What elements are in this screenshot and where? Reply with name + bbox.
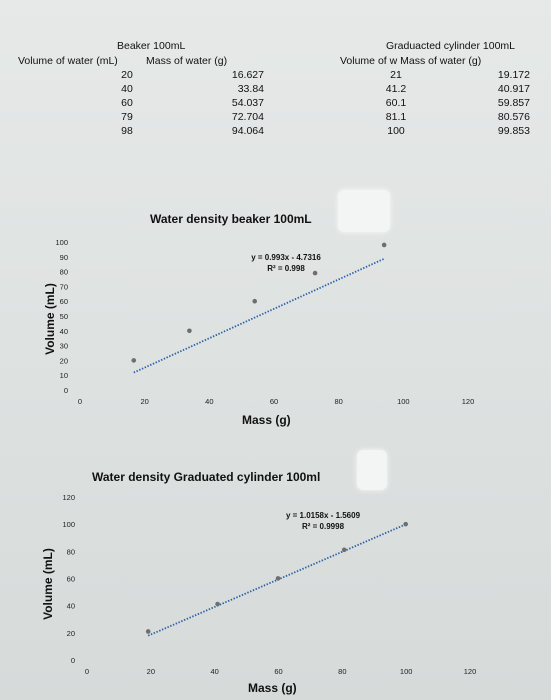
data-point [131, 358, 137, 363]
cylinder-mass-cell: 59.857 [497, 97, 530, 109]
x-tick-label: 60 [274, 667, 282, 676]
y-tick-label: 100 [62, 520, 75, 529]
trendline [133, 257, 385, 374]
x-tick-label: 40 [210, 667, 218, 676]
data-point [403, 521, 408, 527]
data-point [215, 601, 220, 607]
beaker-mass-cell: 33.84 [237, 83, 264, 95]
cylinder-mass-cell: 99.853 [497, 125, 530, 137]
cylinder-mass-cell: 40.917 [497, 83, 530, 95]
y-tick-label: 50 [60, 312, 68, 321]
y-tick-label: 70 [60, 282, 68, 291]
cylinder-volume-cell: 21 [390, 69, 402, 81]
chart1-xlabel: Mass (g) [242, 413, 291, 427]
beaker-volume-cell: 20 [121, 69, 133, 81]
x-tick-label: 60 [270, 397, 278, 406]
chart1-title: Water density beaker 100mL [150, 212, 312, 226]
y-tick-label: 0 [71, 656, 75, 665]
data-point [275, 576, 281, 581]
x-tick-label: 20 [140, 397, 148, 406]
cylinder-header: Volume of w Mass of water (g) [340, 55, 482, 67]
y-tick-label: 60 [67, 575, 75, 584]
cylinder-mass-cell: 80.576 [497, 111, 530, 123]
y-tick-label: 100 [55, 238, 68, 247]
beaker-volume-cell: 60 [121, 97, 133, 109]
x-tick-label: 0 [85, 667, 89, 676]
x-tick-label: 20 [147, 667, 155, 676]
data-point [145, 629, 151, 634]
y-tick-label: 10 [60, 371, 68, 380]
y-tick-label: 120 [62, 493, 75, 502]
data-point [252, 298, 258, 304]
cylinder-volume-cell: 81.1 [385, 111, 407, 123]
beaker-mass-cell: 54.037 [231, 97, 264, 109]
paper-scrap [338, 190, 390, 232]
x-tick-label: 120 [462, 397, 475, 406]
x-tick-label: 0 [78, 397, 82, 406]
x-tick-label: 100 [400, 667, 413, 676]
x-tick-label: 100 [397, 397, 410, 406]
beaker-mass-cell: 16.627 [231, 69, 264, 81]
data-point [341, 547, 347, 553]
beaker-col2-header: Mass of water (g) [146, 55, 228, 67]
chart1-equation: y = 0.993x - 4.7316 [251, 253, 321, 262]
beaker-table: Volume of water (mL) Mass of water (g) 2… [18, 54, 268, 138]
data-point [381, 242, 387, 248]
cylinder-volume-cell: 41.2 [385, 83, 407, 95]
paper-scrap [357, 450, 387, 490]
cylinder-volume-cell: 60.1 [385, 97, 407, 109]
beaker-volume-cell: 98 [121, 125, 133, 137]
beaker-volume-cell: 40 [121, 83, 133, 95]
beaker-table-title: Beaker 100mL [117, 40, 186, 52]
x-tick-label: 40 [205, 397, 213, 406]
y-tick-label: 30 [60, 342, 68, 351]
y-tick-label: 20 [67, 629, 75, 638]
x-tick-label: 80 [334, 397, 342, 406]
data-point [312, 270, 318, 276]
y-tick-label: 60 [60, 297, 68, 306]
beaker-volume-cell: 79 [121, 111, 133, 123]
chart2-xlabel: Mass (g) [248, 681, 297, 695]
y-tick-label: 40 [60, 327, 68, 336]
x-tick-label: 80 [338, 667, 346, 676]
y-tick-label: 80 [60, 268, 68, 277]
y-tick-label: 80 [67, 547, 75, 556]
beaker-mass-cell: 94.064 [231, 125, 264, 137]
y-tick-label: 0 [64, 386, 68, 395]
chart2-r2: R² = 0.9998 [301, 522, 345, 531]
cylinder-mass-cell: 19.172 [497, 69, 530, 81]
y-tick-label: 40 [67, 602, 75, 611]
beaker-mass-cell: 72.704 [231, 111, 264, 123]
cylinder-table-title: Graduacted cylinder 100mL [386, 40, 515, 52]
x-tick-label: 120 [464, 667, 477, 676]
chart1-r2: R² = 0.998 [267, 264, 305, 273]
y-tick-label: 20 [60, 356, 68, 365]
chart2-equation: y = 1.0158x - 1.5609 [285, 511, 361, 520]
cylinder-table: Volume of w Mass of water (g) 21 19.172 4… [340, 54, 540, 138]
beaker-col1-header: Volume of water (mL) [18, 55, 118, 67]
cylinder-volume-cell: 100 [387, 125, 405, 137]
chart2-title: Water density Graduated cylinder 100ml [92, 470, 321, 484]
data-point [187, 328, 192, 334]
y-tick-label: 90 [60, 253, 68, 262]
